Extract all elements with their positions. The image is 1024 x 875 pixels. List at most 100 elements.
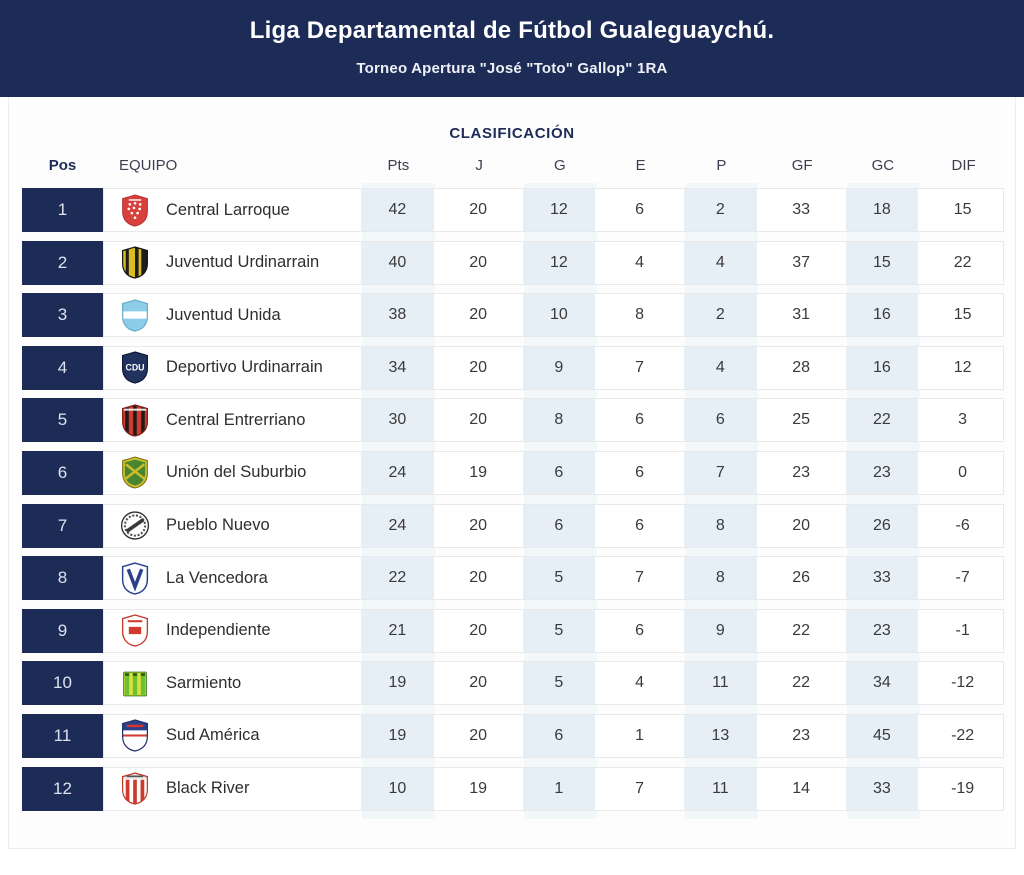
team-name: Central Larroque	[166, 200, 290, 219]
column-stripe	[685, 183, 758, 819]
wins-cell: 5	[518, 609, 600, 652]
goals-for-cell: 33	[792, 201, 811, 218]
wins-cell: 6	[518, 451, 600, 494]
played-cell: 20	[469, 253, 488, 271]
team-name: Juventud Unida	[166, 305, 281, 324]
position-cell: 1	[22, 188, 103, 232]
goals-against-cell: 23	[841, 451, 923, 494]
goals-for-cell: 23	[792, 463, 811, 481]
central-entrerriano-crest	[120, 403, 150, 437]
points-cell: 40	[357, 241, 438, 284]
goal-diff-cell: -6	[955, 516, 970, 534]
losses-cell: 13	[680, 714, 761, 757]
goals-for-cell: 23	[792, 726, 811, 744]
draws-cell: 8	[635, 306, 645, 324]
row-body: Sud América 19 20 6 1 13 23 45 -22	[103, 713, 1004, 758]
independiente-crest	[120, 614, 150, 648]
goals-against-cell: 33	[841, 557, 923, 600]
team-cell: Pueblo Nuevo	[104, 505, 357, 547]
points-cell: 22	[357, 557, 438, 600]
played-cell: 19	[469, 779, 488, 797]
position-cell: 3	[22, 293, 103, 338]
row-body: Central Entrerriano 30 20 8 6 6 25 22 3	[103, 398, 1004, 443]
goals-for-cell: 37	[792, 253, 811, 271]
standings-body: 1 Central Larroque 42 20 12 6 2 33 18 15 2 Juvent…	[22, 183, 1004, 819]
team-cell: Sud América	[104, 715, 357, 757]
col-header-goals-for: GF	[791, 156, 813, 174]
table-row: 1 Central Larroque 42 20 12 6 2 33 18 15	[22, 188, 1004, 232]
losses-cell: 4	[680, 346, 761, 389]
goals-for-cell: 22	[792, 674, 811, 692]
points-cell: 19	[357, 714, 438, 757]
row-body: Central Larroque 42 20 12 6 2 33 18 15	[103, 188, 1004, 232]
row-body: Sarmiento 19 20 5 4 11 22 34 -12	[103, 661, 1004, 706]
draws-cell: 6	[635, 411, 645, 429]
position-cell: 7	[22, 503, 103, 548]
draws-cell: 6	[635, 516, 645, 534]
goal-diff-cell: -22	[951, 726, 975, 744]
row-body: Pueblo Nuevo 24 20 6 6 8 20 26 -6	[103, 503, 1004, 548]
played-cell: 20	[469, 621, 488, 639]
juventud-unida-crest	[120, 298, 150, 332]
page-title: Liga Departamental de Fútbol Gualeguaych…	[249, 17, 775, 44]
section-title: CLASIFICACIÓN	[449, 125, 575, 142]
points-cell: 42	[357, 189, 438, 231]
points-cell: 10	[357, 767, 438, 810]
draws-cell: 6	[635, 463, 645, 481]
goal-diff-cell: 15	[953, 201, 972, 218]
team-cell: CDU Deportivo Urdinarrain	[104, 347, 357, 389]
row-body: Juventud Urdinarrain 40 20 12 4 4 37 15 22	[103, 240, 1004, 285]
goal-diff-cell: -7	[955, 569, 970, 587]
goals-for-cell: 14	[792, 779, 811, 797]
goals-against-cell: 45	[841, 714, 923, 757]
table-row: 8 La Vencedora 22 20 5 7 8 26 33 -7	[22, 556, 1004, 601]
table-row: 5 Central Entrerriano 30 20 8 6 6 25 22 3	[22, 398, 1004, 443]
table-row: 3 Juventud Unida 38 20 10 8 2 31 16 15	[22, 293, 1004, 338]
table-row: 11 Sud América 19 20 6 1 13 23 45 -22	[22, 713, 1004, 758]
points-cell: 34	[357, 346, 438, 389]
losses-cell: 6	[680, 399, 761, 442]
team-cell: Central Larroque	[104, 189, 357, 231]
col-header-draws: E	[635, 156, 646, 174]
goals-for-cell: 20	[792, 516, 811, 534]
goals-for-cell: 28	[792, 358, 811, 376]
goal-diff-cell: -19	[951, 779, 975, 797]
position-cell: 4	[22, 345, 103, 390]
position-cell: 12	[22, 766, 103, 811]
wins-cell: 12	[518, 241, 600, 284]
union-del-suburbio-crest	[120, 456, 150, 490]
sarmiento-crest	[120, 666, 150, 700]
team-cell: La Vencedora	[104, 557, 357, 599]
svg-text:CDU: CDU	[126, 363, 145, 373]
draws-cell: 7	[635, 569, 645, 587]
team-cell: Unión del Suburbio	[104, 452, 357, 494]
wins-cell: 10	[518, 294, 600, 337]
juventud-urdinarrain-crest	[120, 246, 150, 280]
deportivo-urdinarrain-crest: CDU	[120, 351, 150, 385]
team-cell: Sarmiento	[104, 662, 357, 704]
col-header-played: J	[475, 156, 483, 174]
col-header-pts: Pts	[387, 156, 410, 174]
played-cell: 20	[469, 201, 488, 218]
table-row: 9 Independiente 21 20 5 6 9 22 23 -1	[22, 608, 1004, 653]
position-cell: 11	[22, 713, 103, 758]
goal-diff-cell: -12	[951, 674, 975, 692]
goals-for-cell: 26	[792, 569, 811, 587]
column-stripe	[362, 183, 435, 819]
losses-cell: 2	[680, 294, 761, 337]
table-row: 12 Black River 10 19 1 7 11 14 33 -19	[22, 766, 1004, 811]
row-body: CDU Deportivo Urdinarrain 34 20 9 7 4 28 16 12	[103, 345, 1004, 390]
page: Liga Departamental de Fútbol Gualeguaych…	[0, 0, 1024, 849]
table-row: 6 Unión del Suburbio 24 19 6 6 7 23 23 0	[22, 450, 1004, 495]
played-cell: 20	[469, 516, 488, 534]
played-cell: 20	[469, 358, 488, 376]
goals-for-cell: 25	[792, 411, 811, 429]
league-header: Liga Departamental de Fútbol Gualeguaych…	[0, 0, 1024, 97]
row-body: La Vencedora 22 20 5 7 8 26 33 -7	[103, 556, 1004, 601]
losses-cell: 8	[680, 557, 761, 600]
draws-cell: 7	[635, 779, 645, 797]
wins-cell: 8	[518, 399, 600, 442]
points-cell: 24	[357, 451, 438, 494]
position-cell: 6	[22, 450, 103, 495]
team-name: Pueblo Nuevo	[166, 516, 270, 535]
